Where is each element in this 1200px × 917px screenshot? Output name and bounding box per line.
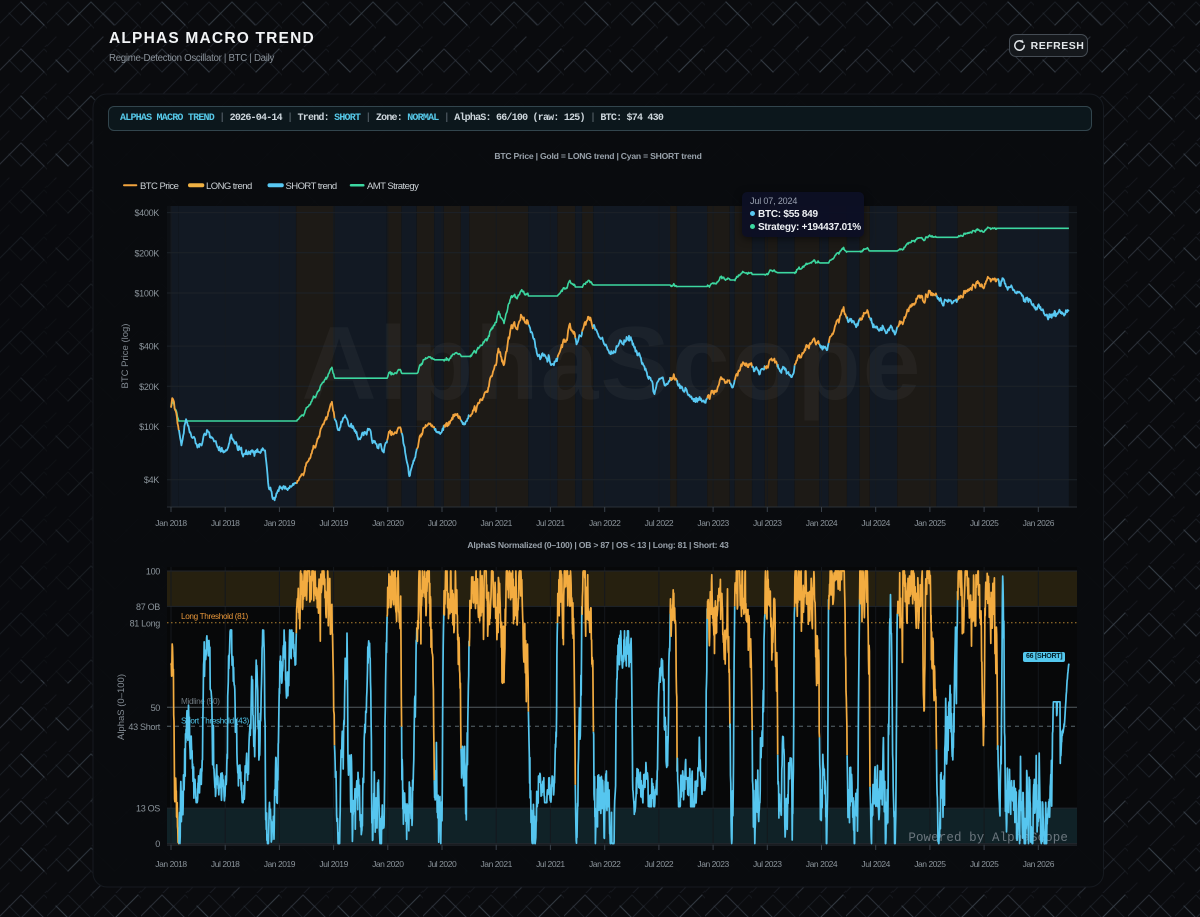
svg-text:Jul 2022: Jul 2022 <box>645 518 674 528</box>
svg-text:Jan 2022: Jan 2022 <box>589 518 621 528</box>
svg-text:Jul 2018: Jul 2018 <box>211 518 240 528</box>
svg-text:Jan 2021: Jan 2021 <box>481 859 513 869</box>
svg-text:Jul 2021: Jul 2021 <box>536 518 565 528</box>
svg-text:$10K: $10K <box>139 422 159 432</box>
svg-text:87 OB: 87 OB <box>136 602 160 612</box>
svg-text:Jul 2018: Jul 2018 <box>211 859 240 869</box>
svg-text:AMT Strategy: AMT Strategy <box>367 181 419 192</box>
svg-text:Long Threshold (81): Long Threshold (81) <box>181 612 249 621</box>
svg-text:Jul 2023: Jul 2023 <box>753 859 782 869</box>
svg-text:$100K: $100K <box>134 289 159 299</box>
svg-text:$400K: $400K <box>134 208 159 218</box>
svg-text:Jan 2024: Jan 2024 <box>806 518 838 528</box>
svg-text:$20K: $20K <box>139 382 159 392</box>
svg-text:Jul 2024: Jul 2024 <box>861 518 890 528</box>
svg-text:Jan 2024: Jan 2024 <box>806 859 838 869</box>
svg-text:50: 50 <box>151 703 161 713</box>
svg-text:LONG trend: LONG trend <box>206 181 252 192</box>
svg-text:81 Long: 81 Long <box>130 618 161 628</box>
svg-text:SHORT trend: SHORT trend <box>286 181 337 192</box>
svg-text:Jan 2025: Jan 2025 <box>914 859 946 869</box>
svg-text:Jul 2023: Jul 2023 <box>753 518 782 528</box>
svg-text:$40K: $40K <box>139 342 159 352</box>
svg-text:AlphaScope: AlphaScope <box>302 306 923 422</box>
svg-text:0: 0 <box>155 839 160 849</box>
svg-text:Jan 2025: Jan 2025 <box>914 518 946 528</box>
svg-text:$4K: $4K <box>144 475 159 485</box>
svg-text:Jan 2021: Jan 2021 <box>481 518 513 528</box>
svg-text:Short Threshold (43): Short Threshold (43) <box>181 716 250 725</box>
svg-text:43 Short: 43 Short <box>128 722 160 732</box>
svg-text:Jul 2019: Jul 2019 <box>319 518 348 528</box>
svg-text:Jan 2020: Jan 2020 <box>372 518 404 528</box>
svg-text:Jul 2025: Jul 2025 <box>970 859 999 869</box>
svg-text:100: 100 <box>146 567 160 577</box>
svg-text:Jan 2026: Jan 2026 <box>1023 859 1055 869</box>
svg-text:Jan 2018: Jan 2018 <box>155 518 187 528</box>
svg-text:Midline (50): Midline (50) <box>181 697 220 706</box>
svg-text:AlphaS (0–100): AlphaS (0–100) <box>116 674 127 740</box>
svg-text:Jan 2023: Jan 2023 <box>697 518 729 528</box>
svg-text:Jan 2023: Jan 2023 <box>697 859 729 869</box>
svg-text:Jan 2022: Jan 2022 <box>589 859 621 869</box>
svg-text:Jul 2024: Jul 2024 <box>861 859 890 869</box>
svg-text:Jan 2020: Jan 2020 <box>372 859 404 869</box>
svg-text:Jul 2020: Jul 2020 <box>428 859 457 869</box>
svg-text:$200K: $200K <box>134 248 159 258</box>
svg-text:BTC Price: BTC Price <box>140 181 179 192</box>
svg-text:Jan 2019: Jan 2019 <box>264 859 296 869</box>
svg-text:BTC Price (log): BTC Price (log) <box>120 324 131 389</box>
svg-text:Jul 2019: Jul 2019 <box>319 859 348 869</box>
svg-text:BTC Price | Gold = LONG trend: BTC Price | Gold = LONG trend | Cyan = S… <box>494 151 701 161</box>
svg-text:Jul 2020: Jul 2020 <box>428 518 457 528</box>
svg-text:Jan 2018: Jan 2018 <box>155 859 187 869</box>
svg-text:13 OS: 13 OS <box>136 804 160 814</box>
svg-text:Jul 2022: Jul 2022 <box>645 859 674 869</box>
svg-text:Jan 2026: Jan 2026 <box>1023 518 1055 528</box>
svg-text:Jul 2021: Jul 2021 <box>536 859 565 869</box>
svg-text:Jan 2019: Jan 2019 <box>264 518 296 528</box>
svg-text:Jul 2025: Jul 2025 <box>970 518 999 528</box>
svg-text:AlphaS Normalized (0–100) | OB: AlphaS Normalized (0–100) | OB > 87 | OS… <box>467 540 729 550</box>
